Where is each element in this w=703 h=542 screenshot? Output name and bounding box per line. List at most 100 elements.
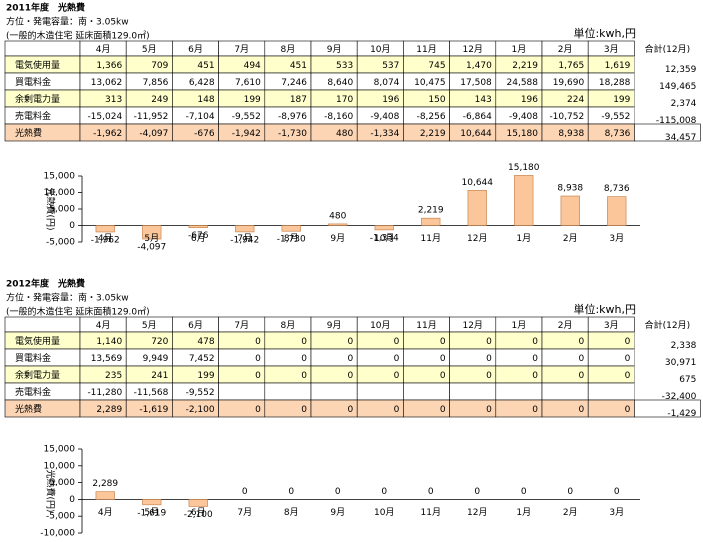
cell-value: 2,289 [96,405,122,415]
y-tick-label: 10,000 [44,188,76,198]
header-label: 9月 [327,320,342,331]
total-cell [634,366,701,383]
cell-value: 451 [197,61,214,71]
cell-value: 150 [428,95,445,105]
row-label: 光熱費 [15,403,42,415]
header-label: 4月 [96,44,111,55]
header-label: 1月 [512,44,527,55]
total-value: 30,971 [665,358,697,368]
header-label: 3月 [604,44,619,55]
x-tick-label: 12月 [467,507,487,518]
cell-value: 196 [382,95,399,105]
cell-value: 0 [532,337,538,347]
section-title: 2011年度 光熱費 [6,2,85,14]
data-label: 2,289 [92,479,118,489]
cell-value: -6,864 [463,112,492,122]
cell-value: 15,180 [507,129,539,139]
total-cell [634,123,701,142]
cell-value: 0 [394,337,400,347]
cell-value: 533 [336,61,353,71]
bar [328,223,348,226]
table-cell [403,382,450,401]
cell-value: -8,256 [417,112,446,122]
x-tick-label: 12月 [467,233,487,244]
unit-label: 単位:kwh,円 [573,302,636,316]
y-tick-label: 5,000 [49,478,75,488]
cell-value: 0 [440,337,446,347]
cell-value: 0 [486,405,492,415]
cell-value: 0 [440,354,446,364]
cell-value: 0 [301,354,307,364]
header-label: 6月 [188,320,203,331]
data-label: 8,736 [604,184,630,194]
data-label: 0 [567,487,573,497]
cell-value: 8,938 [558,129,584,139]
bar [235,225,255,233]
table-cell [541,382,589,401]
cell-value: 196 [521,95,538,105]
table-cell [587,382,635,401]
x-tick-label: 10月 [374,233,394,244]
cell-value: 19,690 [553,78,585,88]
cell-value: 10,475 [414,78,446,88]
data-label: -1,619 [137,508,166,518]
cell-value: 0 [347,337,353,347]
cell-value: 1,619 [605,61,631,71]
bar [374,225,394,231]
cell-value: 10,644 [460,129,492,139]
cell-value: 478 [197,337,214,347]
x-tick-label: 9月 [330,233,345,244]
header-label: 2月 [558,320,573,331]
cell-value: -1,942 [232,129,261,139]
total-cell [634,56,701,73]
cell-value: 0 [486,354,492,364]
data-label: 0 [335,487,341,497]
unit-label: 単位:kwh,円 [573,26,636,40]
data-label: 15,180 [508,163,540,173]
cell-value: 0 [578,371,584,381]
cell-value: 199 [613,95,630,105]
total-value: 2,374 [671,99,697,109]
cell-value: 0 [532,354,538,364]
cell-value: 0 [486,371,492,381]
y-tick-label: -5,000 [46,238,75,248]
x-tick-label: 4月 [98,233,113,244]
cell-value: 143 [475,95,492,105]
cell-value: -11,952 [134,112,169,122]
cell-value: 1,765 [558,61,584,71]
y-tick-label: 15,000 [44,445,76,455]
cell-value: 1,140 [96,337,122,347]
cell-value: 0 [347,371,353,381]
bar [95,225,115,233]
header-label: 10月 [370,44,390,55]
cell-value: 0 [394,371,400,381]
cell-value: 7,856 [143,78,169,88]
cell-value: 8,736 [605,129,631,139]
total-cell [634,107,701,124]
cell-value: 313 [105,95,122,105]
total-header: 合計(12月) [645,319,690,331]
x-tick-label: 8月 [284,507,299,518]
row-label: 買電料金 [15,352,51,364]
total-value: 12,359 [665,65,697,75]
data-label: 480 [329,211,346,221]
cell-value: 494 [244,61,261,71]
y-tick-label: 0 [69,221,75,231]
cell-value: 745 [428,61,445,71]
header-label: 5月 [142,320,157,331]
cell-value: 1,470 [466,61,492,71]
data-label: 0 [521,487,527,497]
cell-value: 0 [625,337,631,347]
bar [467,190,487,226]
x-tick-label: 5月 [144,233,159,244]
y-tick-label: 15,000 [44,172,76,182]
cell-value: -676 [194,129,215,139]
cell-value: -4,097 [139,129,168,139]
header-label: 11月 [416,44,436,55]
cell-value: 0 [347,354,353,364]
header-label: 8月 [281,320,296,331]
x-tick-label: 6月 [191,233,206,244]
data-label: 0 [428,487,434,497]
cell-value: 0 [578,405,584,415]
